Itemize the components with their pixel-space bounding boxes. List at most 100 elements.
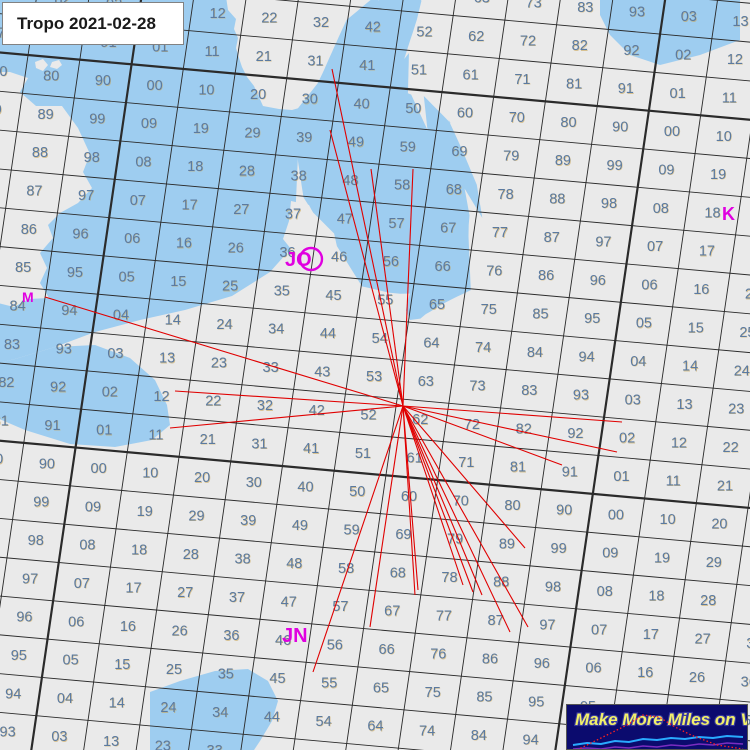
- svg-text:14: 14: [682, 359, 698, 375]
- svg-text:50: 50: [405, 101, 421, 117]
- svg-text:88: 88: [549, 192, 565, 208]
- svg-text:16: 16: [176, 236, 192, 252]
- svg-text:03: 03: [625, 392, 641, 408]
- svg-text:18: 18: [131, 542, 147, 558]
- svg-text:14: 14: [109, 696, 125, 712]
- svg-text:02: 02: [675, 48, 691, 64]
- svg-text:M: M: [22, 289, 34, 305]
- svg-text:78: 78: [498, 187, 514, 203]
- svg-text:68: 68: [446, 182, 462, 198]
- svg-text:24: 24: [160, 700, 176, 716]
- svg-text:28: 28: [183, 547, 199, 563]
- svg-text:21: 21: [717, 478, 733, 494]
- svg-text:26: 26: [745, 287, 750, 303]
- svg-text:76: 76: [430, 647, 446, 663]
- svg-text:01: 01: [96, 423, 112, 439]
- svg-text:30: 30: [246, 475, 262, 491]
- svg-text:32: 32: [313, 15, 329, 31]
- svg-text:02: 02: [619, 431, 635, 447]
- svg-text:98: 98: [601, 196, 617, 212]
- svg-text:97: 97: [539, 618, 555, 634]
- svg-text:10: 10: [660, 512, 676, 528]
- svg-text:65: 65: [429, 297, 445, 313]
- svg-text:98: 98: [545, 579, 561, 595]
- svg-text:21: 21: [200, 432, 216, 448]
- svg-text:08: 08: [597, 584, 613, 600]
- svg-text:35: 35: [274, 283, 290, 299]
- svg-text:93: 93: [573, 388, 589, 404]
- svg-text:96: 96: [590, 273, 606, 289]
- svg-text:77: 77: [492, 225, 508, 241]
- svg-text:90: 90: [612, 120, 628, 136]
- svg-text:20: 20: [711, 517, 727, 533]
- svg-text:45: 45: [325, 288, 341, 304]
- svg-text:39: 39: [240, 513, 256, 529]
- svg-text:97: 97: [595, 235, 611, 251]
- svg-text:06: 06: [124, 231, 140, 247]
- svg-text:06: 06: [68, 614, 84, 630]
- svg-text:49: 49: [348, 135, 364, 151]
- svg-text:91: 91: [562, 464, 578, 480]
- svg-text:36: 36: [741, 675, 750, 691]
- svg-text:49: 49: [292, 518, 308, 534]
- svg-text:19: 19: [137, 504, 153, 520]
- svg-text:17: 17: [182, 197, 198, 213]
- svg-text:35: 35: [218, 667, 234, 683]
- svg-text:21: 21: [256, 49, 272, 65]
- svg-text:91: 91: [618, 81, 634, 97]
- svg-text:68: 68: [390, 565, 406, 581]
- svg-text:06: 06: [585, 661, 601, 677]
- svg-text:15: 15: [170, 274, 186, 290]
- svg-text:93: 93: [56, 341, 72, 357]
- svg-text:38: 38: [235, 552, 251, 568]
- svg-text:90: 90: [556, 503, 572, 519]
- svg-text:32: 32: [257, 398, 273, 414]
- svg-text:56: 56: [327, 637, 343, 653]
- svg-text:47: 47: [337, 211, 353, 227]
- svg-text:94: 94: [61, 303, 77, 319]
- svg-text:81: 81: [510, 460, 526, 476]
- svg-text:25: 25: [166, 662, 182, 678]
- svg-text:42: 42: [309, 403, 325, 419]
- svg-text:98: 98: [84, 150, 100, 166]
- svg-text:61: 61: [463, 67, 479, 83]
- svg-text:20: 20: [250, 87, 266, 103]
- svg-text:13: 13: [103, 734, 119, 750]
- svg-text:36: 36: [223, 628, 239, 644]
- svg-text:23: 23: [728, 402, 744, 418]
- svg-text:K: K: [722, 204, 735, 224]
- svg-text:85: 85: [532, 307, 548, 323]
- svg-text:20: 20: [194, 470, 210, 486]
- svg-text:08: 08: [79, 538, 95, 554]
- svg-text:81: 81: [566, 77, 582, 93]
- svg-text:24: 24: [216, 317, 232, 333]
- svg-text:84: 84: [527, 345, 543, 361]
- svg-text:46: 46: [331, 250, 347, 266]
- svg-text:94: 94: [5, 686, 21, 702]
- svg-text:05: 05: [63, 653, 79, 669]
- svg-text:76: 76: [486, 264, 502, 280]
- svg-text:17: 17: [125, 581, 141, 597]
- svg-text:56: 56: [383, 254, 399, 270]
- svg-text:47: 47: [281, 595, 297, 611]
- svg-text:19: 19: [193, 121, 209, 137]
- svg-text:97: 97: [78, 188, 94, 204]
- svg-text:79: 79: [503, 149, 519, 165]
- svg-text:78: 78: [441, 570, 457, 586]
- svg-text:JO: JO: [285, 249, 312, 271]
- svg-text:02: 02: [102, 384, 118, 400]
- svg-text:84: 84: [471, 728, 487, 744]
- svg-text:73: 73: [526, 0, 542, 11]
- svg-text:48: 48: [286, 556, 302, 572]
- svg-text:92: 92: [50, 380, 66, 396]
- svg-text:67: 67: [440, 221, 456, 237]
- svg-text:23: 23: [211, 355, 227, 371]
- svg-text:54: 54: [316, 714, 332, 730]
- svg-text:31: 31: [307, 53, 323, 69]
- svg-text:97: 97: [22, 571, 38, 587]
- svg-text:82: 82: [572, 38, 588, 54]
- svg-text:70: 70: [509, 110, 525, 126]
- svg-text:06: 06: [641, 277, 657, 293]
- svg-text:27: 27: [233, 202, 249, 218]
- svg-text:74: 74: [419, 723, 435, 739]
